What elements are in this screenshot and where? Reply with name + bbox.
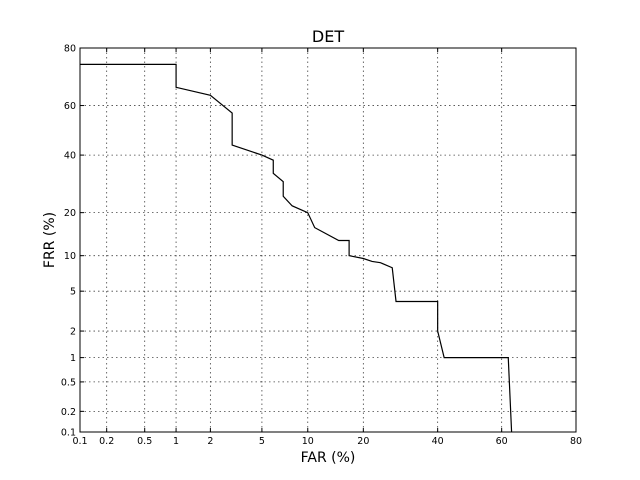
x-tick-label: 2	[207, 436, 213, 447]
x-tick-label: 0.5	[137, 436, 152, 447]
x-tick-label: 0.1	[72, 436, 87, 447]
y-tick-label: 40	[64, 151, 76, 162]
y-axis-label: FRR (%)	[42, 212, 58, 268]
grid-lines	[80, 48, 576, 432]
y-tick-label: 0.1	[61, 428, 76, 439]
x-tick-label: 40	[432, 436, 444, 447]
y-tick-label: 5	[70, 287, 76, 298]
x-tick-label: 80	[570, 436, 582, 447]
y-tick-label: 0.2	[61, 407, 76, 418]
y-tick-label: 20	[64, 208, 76, 219]
x-tick-label: 5	[259, 436, 265, 447]
plot-frame	[79, 47, 577, 433]
y-tick-label: 2	[70, 327, 76, 338]
x-tick-label: 20	[357, 436, 369, 447]
y-tick-label: 10	[64, 251, 76, 262]
det-curve	[80, 63, 513, 433]
x-tick-label: 10	[302, 436, 314, 447]
chart-title: DET	[312, 27, 344, 46]
tick-labels: 0.1 0.2 0.5 1 2 5 10 20 40 60 80 0.1 0.2 0.5 1 2 5 10 20 40…	[61, 44, 582, 448]
x-tick-label: 1	[173, 436, 179, 447]
y-tick-label: 80	[64, 44, 76, 55]
y-tick-label: 0.5	[61, 377, 76, 388]
x-axis-label: FAR (%)	[301, 450, 356, 466]
y-tick-label: 1	[70, 353, 76, 364]
x-tick-label: 0.2	[99, 436, 114, 447]
y-tick-label: 60	[64, 101, 76, 112]
x-tick-label: 60	[496, 436, 508, 447]
tick-marks	[79, 47, 577, 433]
